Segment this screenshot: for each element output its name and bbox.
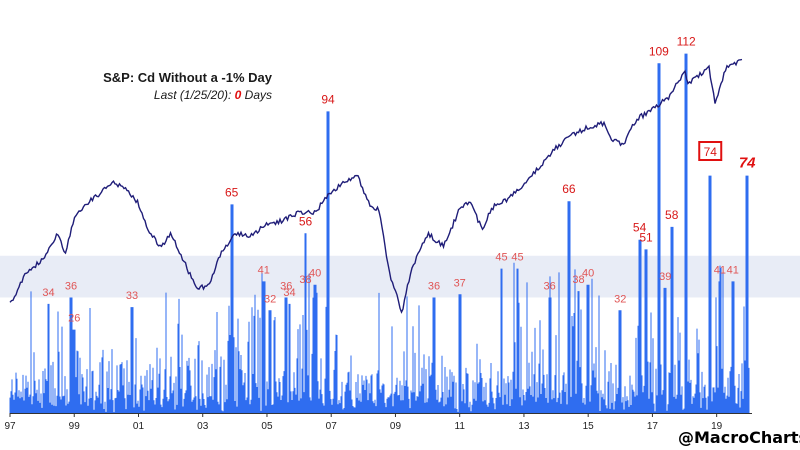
shaded-band (0, 255, 800, 298)
data-label: 45 (511, 252, 523, 264)
x-tick-label: 05 (261, 421, 273, 432)
watermark: @MacroCharts (678, 428, 800, 447)
x-tick-label: 13 (518, 421, 530, 432)
x-tick-label: 97 (4, 421, 16, 432)
bar-series (9, 53, 750, 413)
x-ticks: 97 99 01 03 05 07 09 11 13 15 17 19 (4, 413, 723, 432)
x-tick-label: 17 (647, 421, 659, 432)
x-tick-label: 03 (197, 421, 209, 432)
data-label: 51 (639, 230, 653, 244)
data-label: 74 (739, 155, 756, 172)
data-label: 36 (428, 280, 440, 292)
subtitle-value: 0 (234, 88, 242, 102)
data-label: 32 (264, 293, 276, 305)
data-label: 39 (659, 271, 671, 283)
data-label: 41 (258, 264, 270, 276)
data-label: 32 (614, 293, 626, 305)
data-label: 40 (309, 268, 321, 280)
data-label: 33 (126, 290, 138, 302)
data-label: 74 (704, 145, 718, 159)
subtitle-prefix: Last (1/25/20): (153, 88, 235, 102)
data-label: 36 (65, 280, 77, 292)
chart-title: S&P: Cd Without a -1% Day (103, 70, 272, 85)
data-label: 26 (68, 313, 80, 325)
data-label: 66 (562, 182, 576, 196)
x-tick-label: 19 (711, 421, 723, 432)
x-tick-label: 07 (326, 421, 338, 432)
chart-subtitle: Last (1/25/20): 0 Days (96, 88, 272, 102)
bar-mark (9, 53, 750, 413)
data-label: 94 (321, 92, 335, 106)
subtitle-suffix: Days (241, 88, 272, 102)
data-label: 41 (714, 264, 726, 276)
data-label: 37 (454, 277, 466, 289)
data-label: 56 (299, 214, 313, 228)
legend-box: S&P: Cd Without a -1% Day Last (1/25/20)… (96, 70, 272, 102)
data-label-box (698, 141, 723, 161)
data-label: 40 (582, 268, 594, 280)
data-label: 65 (225, 185, 239, 199)
data-label: 41 (727, 264, 739, 276)
x-tick-label: 99 (69, 421, 81, 432)
data-label: 34 (42, 287, 54, 299)
sp500-line (9, 58, 743, 314)
data-label: 112 (677, 35, 696, 49)
data-label: 36 (280, 280, 292, 292)
data-label: 34 (283, 287, 295, 299)
data-label: 36 (544, 280, 556, 292)
data-label: 45 (495, 252, 507, 264)
data-label: 54 (633, 221, 647, 235)
x-tick-label: 11 (455, 421, 466, 432)
data-label: 58 (665, 208, 679, 222)
x-tick-label: 09 (390, 421, 402, 432)
data-label: 38 (572, 274, 584, 286)
x-tick-label: 01 (133, 421, 145, 432)
data-label: 109 (649, 44, 669, 58)
data-label: 38 (299, 274, 311, 286)
x-tick-label: 15 (583, 421, 595, 432)
